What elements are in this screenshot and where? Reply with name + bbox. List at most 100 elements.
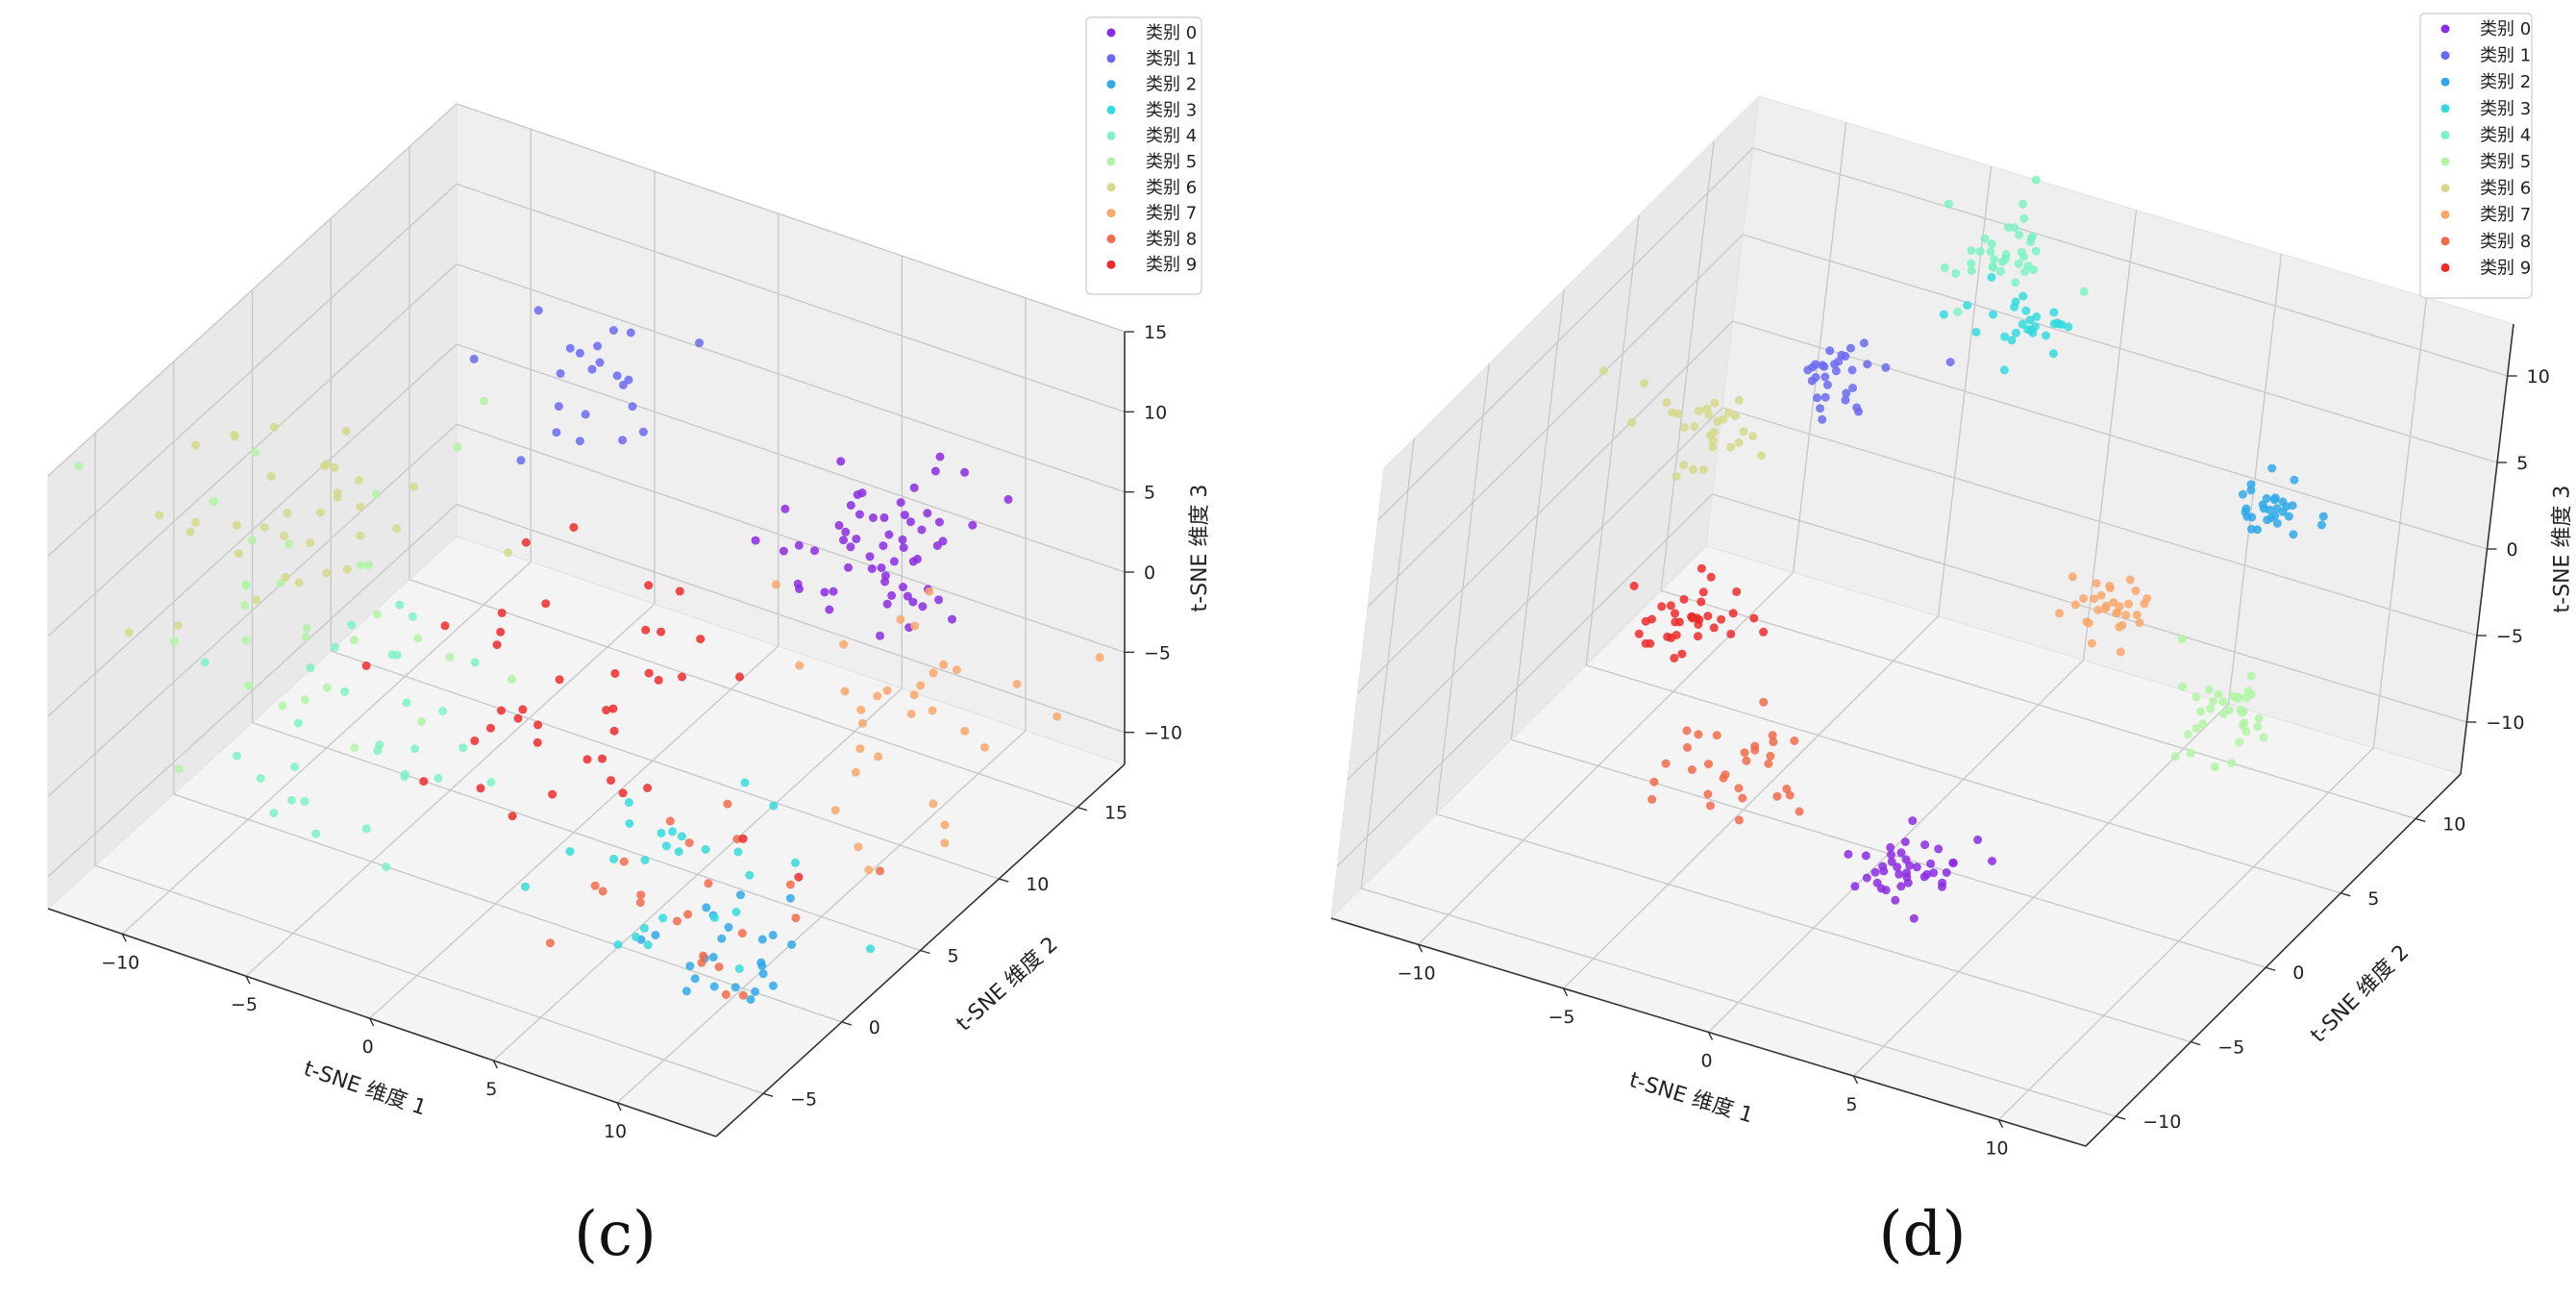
data-point-class-5: [413, 634, 423, 643]
data-point-class-7: [2084, 618, 2093, 628]
data-point-class-7: [2124, 599, 2133, 609]
data-point-class-7: [929, 668, 938, 678]
data-point-class-0: [1872, 878, 1882, 887]
data-point-class-0: [923, 509, 932, 518]
legend-label: 类别 6: [1146, 178, 1197, 198]
data-point-class-2: [2272, 518, 2282, 528]
data-point-class-5: [322, 683, 332, 692]
data-point-class-9: [1709, 623, 1719, 633]
data-point-class-7: [925, 587, 934, 596]
data-point-class-1: [1813, 393, 1821, 403]
data-point-class-1: [1842, 388, 1851, 398]
data-point-class-8: [1703, 789, 1713, 799]
data-point-class-3: [733, 847, 743, 857]
data-point-class-0: [1895, 869, 1904, 879]
data-point-class-3: [2032, 312, 2042, 321]
legend-marker: [2440, 130, 2450, 139]
data-point-class-4: [300, 797, 310, 806]
panel-caption-c: (c): [574, 1199, 656, 1270]
data-point-class-6: [1704, 410, 1714, 419]
data-point-class-9: [492, 640, 502, 650]
data-point-class-3: [709, 912, 719, 922]
y-tick-label: 0: [869, 1017, 880, 1038]
data-point-class-0: [825, 605, 834, 614]
data-point-class-7: [2087, 638, 2096, 648]
grid-line: [456, 263, 1126, 493]
data-point-class-0: [1844, 849, 1853, 859]
data-point-class-5: [2192, 724, 2201, 733]
data-point-class-6: [155, 511, 164, 520]
data-point-class-7: [864, 865, 874, 875]
data-point-class-6: [321, 460, 331, 469]
z-tick-label: −5: [1144, 642, 1171, 663]
data-point-class-6: [1679, 423, 1689, 432]
data-point-class-1: [593, 341, 603, 351]
x-tick-mark: [616, 1102, 622, 1112]
data-point-class-8: [791, 913, 801, 923]
data-point-class-1: [624, 375, 633, 385]
data-point-class-7: [1053, 712, 1062, 721]
y-tick-label: 10: [2442, 813, 2465, 835]
data-point-class-5: [2246, 671, 2256, 681]
data-point-class-2: [736, 890, 745, 900]
data-point-class-0: [968, 520, 978, 530]
data-point-class-0: [793, 579, 803, 588]
data-point-class-0: [1905, 861, 1915, 870]
data-point-class-3: [2042, 331, 2050, 340]
y-tick-mark: [2340, 892, 2351, 897]
x-axis-line: [47, 908, 717, 1137]
data-point-class-8: [1766, 751, 1775, 761]
data-point-class-3: [658, 913, 668, 923]
data-point-class-7: [2068, 572, 2077, 582]
data-point-class-2: [2263, 515, 2272, 525]
data-point-class-2: [787, 940, 797, 949]
grid-line: [47, 423, 458, 797]
data-point-class-7: [909, 690, 919, 700]
data-point-class-6: [294, 578, 304, 587]
data-point-class-2: [2289, 530, 2298, 539]
data-point-class-4: [387, 650, 397, 660]
data-point-class-9: [1749, 613, 1759, 623]
data-point-class-2: [731, 983, 740, 992]
data-point-class-1: [1841, 395, 1850, 405]
data-point-class-6: [341, 426, 351, 436]
legend-marker: [1106, 183, 1116, 192]
data-point-class-6: [269, 422, 279, 432]
data-point-class-9: [696, 635, 706, 644]
data-point-class-4: [1940, 262, 1949, 272]
data-point-class-3: [639, 923, 649, 933]
legend-label: 类别 2: [1146, 75, 1197, 95]
data-point-class-2: [2246, 524, 2256, 534]
data-point-class-9: [513, 713, 523, 723]
data-point-class-1: [1818, 414, 1827, 424]
data-point-class-7: [896, 614, 905, 624]
data-point-class-9: [1698, 587, 1708, 597]
x-tick-label: 5: [485, 1079, 497, 1100]
grid-line: [1660, 589, 2416, 820]
data-point-class-0: [780, 504, 790, 513]
data-point-class-4: [1980, 234, 1990, 243]
data-point-class-6: [1679, 461, 1689, 470]
data-point-class-0: [1988, 857, 1996, 865]
data-point-class-7: [1095, 653, 1104, 662]
data-point-class-1: [1841, 352, 1850, 361]
data-point-class-0: [751, 536, 760, 545]
data-point-class-1: [533, 306, 543, 315]
data-point-class-6: [186, 527, 195, 537]
data-point-class-3: [1987, 273, 1996, 282]
data-point-class-0: [880, 571, 890, 581]
legend-label: 类别 5: [1146, 152, 1197, 172]
grid-line: [1336, 493, 1713, 867]
data-point-class-0: [1929, 868, 1939, 878]
data-point-class-5: [174, 764, 184, 774]
data-point-class-5: [244, 681, 254, 690]
data-point-class-2: [651, 931, 660, 939]
y-tick-label: −10: [2143, 1112, 2181, 1133]
data-point-class-6: [1713, 416, 1722, 426]
grid-line: [1360, 887, 2117, 1117]
data-point-class-0: [884, 530, 894, 539]
data-point-class-6: [1708, 442, 1718, 452]
data-point-class-1: [1816, 404, 1824, 413]
data-point-class-0: [918, 602, 928, 612]
